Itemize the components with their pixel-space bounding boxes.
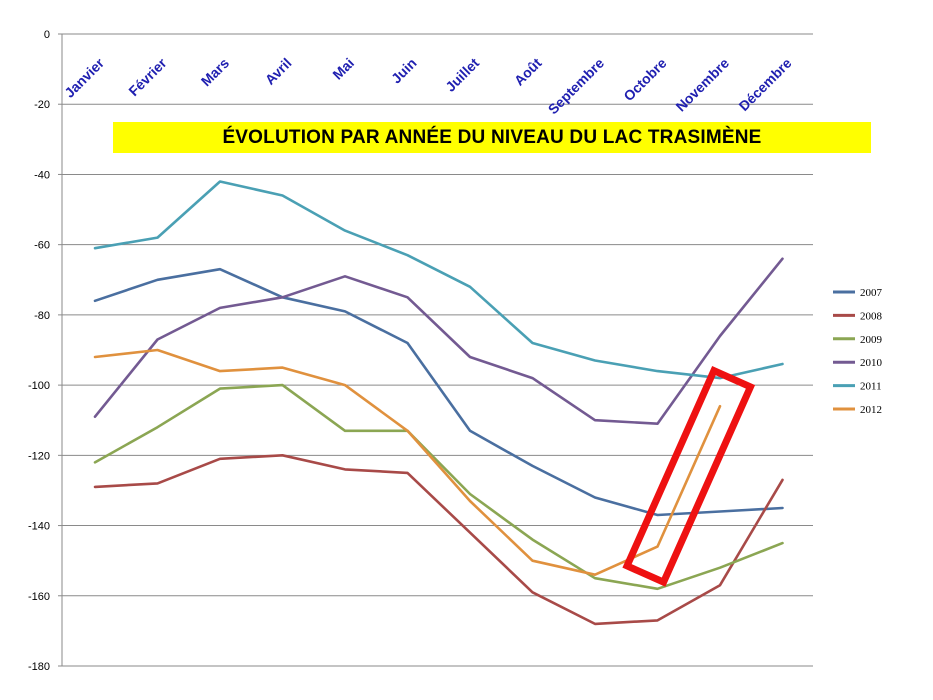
legend-label-2007: 2007 xyxy=(860,287,883,299)
legend-label-2010: 2010 xyxy=(860,357,883,369)
legend-label-2008: 2008 xyxy=(860,310,883,322)
legend-label-2012: 2012 xyxy=(860,404,882,416)
y-tick-label: -180 xyxy=(28,661,50,673)
x-tick-label: Février xyxy=(125,54,170,99)
series-line-2011 xyxy=(93,180,784,380)
highlight-annotation xyxy=(622,366,756,587)
y-tick-label: -120 xyxy=(28,450,50,462)
x-tick-label: Janvier xyxy=(61,54,107,100)
y-tick-label: -40 xyxy=(34,169,50,181)
x-tick-label: Décembre xyxy=(735,55,794,114)
x-tick-label: Juin xyxy=(388,55,420,87)
y-axis-ticks: 0 -20 -40 -60 -80 -100 -120 -140 -160 -180 xyxy=(28,29,50,673)
y-tick-label: 0 xyxy=(44,29,50,41)
legend-label-2011: 2011 xyxy=(860,381,882,393)
x-tick-label: Avril xyxy=(262,55,295,88)
legend: 2007 2008 2009 2010 2011 2012 xyxy=(833,287,883,416)
x-axis-ticks: Janvier Février Mars Avril Mai Juin Juillet Aoû… xyxy=(61,54,795,117)
x-tick-label: Août xyxy=(511,55,545,89)
highlight-rectangle xyxy=(622,366,756,587)
y-tick-label: -140 xyxy=(28,521,50,533)
y-tick-label: -60 xyxy=(34,240,50,252)
x-tick-label: Mars xyxy=(198,55,233,90)
legend-label-2009: 2009 xyxy=(860,334,883,346)
gridlines xyxy=(58,33,813,667)
chart-title: ÉVOLUTION PAR ANNÉE DU NIVEAU DU LAC TRA… xyxy=(222,126,762,148)
x-tick-label: Novembre xyxy=(672,55,732,115)
chart-title-banner: ÉVOLUTION PAR ANNÉE DU NIVEAU DU LAC TRA… xyxy=(113,122,871,153)
series-line-2007 xyxy=(93,267,784,517)
x-tick-label: Septembre xyxy=(545,55,608,118)
x-tick-label: Octobre xyxy=(620,55,669,104)
y-tick-label: -20 xyxy=(34,99,50,111)
x-tick-label: Mai xyxy=(329,55,357,83)
series-line-2008 xyxy=(93,453,784,626)
series-line-2010 xyxy=(93,257,784,426)
x-tick-label: Juillet xyxy=(442,55,482,95)
series-lines xyxy=(93,180,784,626)
y-tick-label: -80 xyxy=(34,310,50,322)
series-line-2009 xyxy=(93,383,784,591)
y-tick-label: -160 xyxy=(28,591,50,603)
series-line-2012 xyxy=(93,348,722,577)
y-tick-label: -100 xyxy=(28,380,50,392)
